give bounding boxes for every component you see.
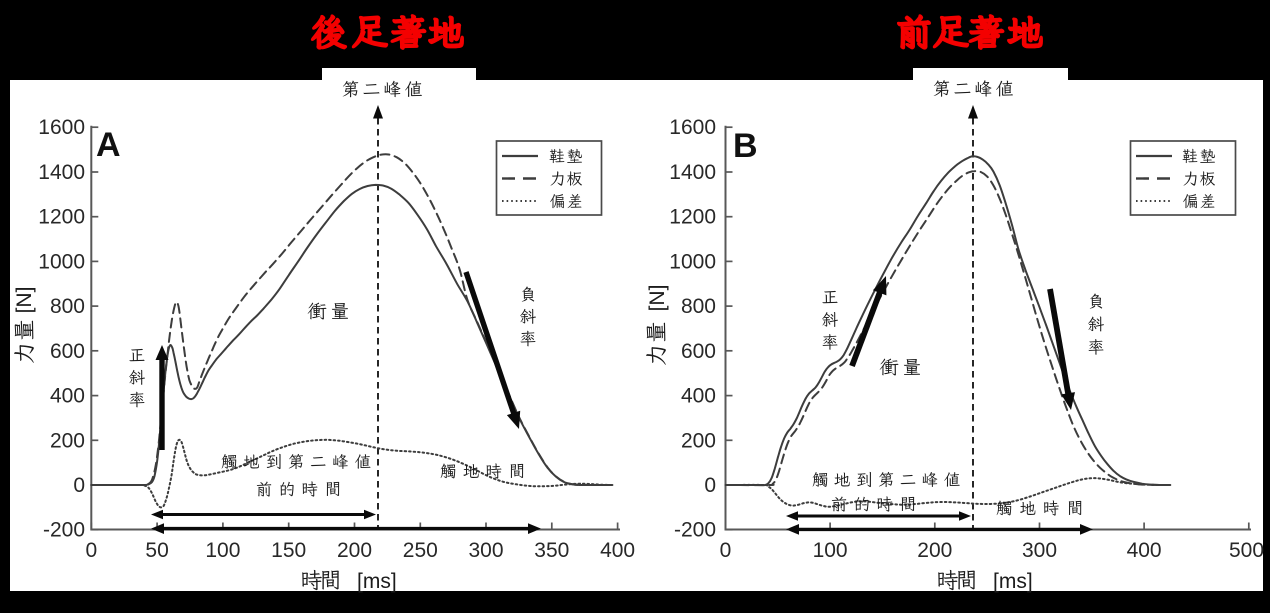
svg-text:800: 800 bbox=[681, 295, 716, 318]
svg-text:[N]: [N] bbox=[646, 285, 669, 312]
svg-text:100: 100 bbox=[813, 539, 848, 562]
svg-text:200: 200 bbox=[337, 539, 372, 562]
svg-text:B: B bbox=[733, 127, 758, 165]
svg-text:200: 200 bbox=[917, 539, 952, 562]
svg-text:150: 150 bbox=[271, 539, 306, 562]
svg-text:[N]: [N] bbox=[13, 287, 36, 314]
svg-text:200: 200 bbox=[681, 429, 716, 452]
svg-text:300: 300 bbox=[468, 539, 503, 562]
svg-text:1200: 1200 bbox=[38, 206, 85, 229]
svg-text:1600: 1600 bbox=[38, 116, 85, 139]
svg-text:350: 350 bbox=[534, 539, 569, 562]
svg-text:600: 600 bbox=[50, 340, 85, 363]
svg-text:-200: -200 bbox=[43, 519, 85, 542]
svg-text:1000: 1000 bbox=[669, 250, 716, 273]
svg-text:0: 0 bbox=[720, 539, 732, 562]
svg-text:300: 300 bbox=[1022, 539, 1057, 562]
svg-text:50: 50 bbox=[145, 539, 168, 562]
svg-text:400: 400 bbox=[1127, 539, 1162, 562]
svg-text:1000: 1000 bbox=[38, 250, 85, 273]
svg-text:-200: -200 bbox=[674, 519, 716, 542]
svg-text:400: 400 bbox=[600, 539, 635, 562]
svg-text:[ms]: [ms] bbox=[993, 570, 1033, 593]
svg-text:1400: 1400 bbox=[669, 161, 716, 184]
svg-text:800: 800 bbox=[50, 295, 85, 318]
svg-text:[ms]: [ms] bbox=[357, 570, 397, 593]
svg-text:250: 250 bbox=[403, 539, 438, 562]
svg-text:0: 0 bbox=[73, 474, 85, 497]
svg-text:600: 600 bbox=[681, 340, 716, 363]
svg-text:100: 100 bbox=[205, 539, 240, 562]
svg-text:1600: 1600 bbox=[669, 116, 716, 139]
svg-text:0: 0 bbox=[704, 474, 716, 497]
svg-text:500: 500 bbox=[1229, 539, 1264, 562]
svg-text:0: 0 bbox=[85, 539, 97, 562]
svg-text:400: 400 bbox=[50, 385, 85, 408]
svg-text:A: A bbox=[96, 126, 121, 164]
svg-text:1400: 1400 bbox=[38, 161, 85, 184]
svg-text:200: 200 bbox=[50, 429, 85, 452]
svg-text:400: 400 bbox=[681, 385, 716, 408]
svg-text:1200: 1200 bbox=[669, 206, 716, 229]
